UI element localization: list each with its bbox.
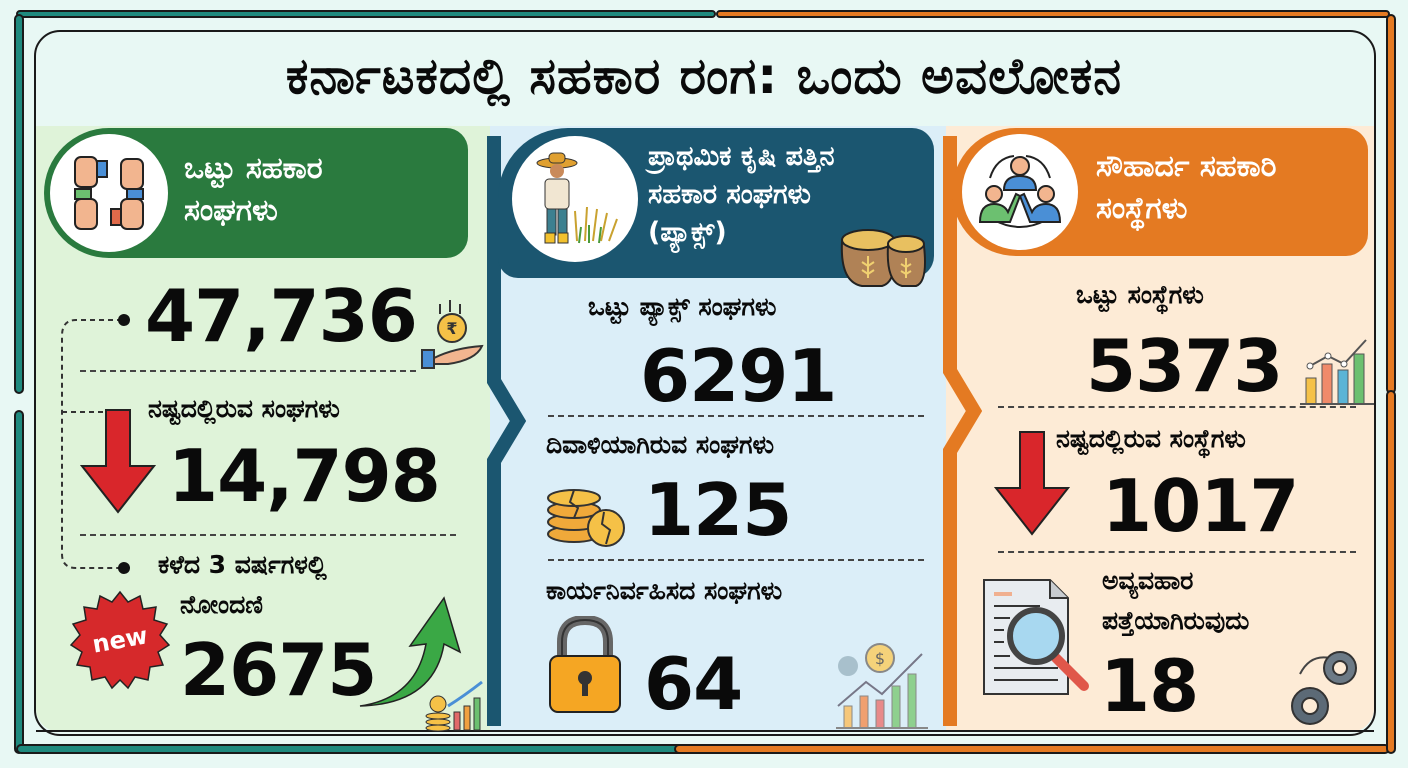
stat-loss-institutions-value: 1017 [1102, 464, 1299, 548]
page-title: ಕರ್ನಾಟಕದಲ್ಲಿ ಸಹಕಾರ ರಂಗ: ಒಂದು ಅವಲೋಕನ [285, 46, 1123, 105]
finance-growth-icon [425, 680, 483, 732]
green-up-arrow-icon [359, 596, 462, 707]
frame-right-lower [1386, 390, 1396, 754]
frame-left-upper [14, 14, 24, 394]
header-line-1: ಪ್ರಾಥಮಿಕ ಕೃಷಿ ಪತ್ತಿನ [648, 141, 835, 172]
stat-total-institutions-label: ಒಟ್ಟು ಸಂಸ್ಥೆಗಳು [1076, 280, 1204, 309]
stat-loss-institutions-label: ನಷ್ಟದಲ್ಲಿರುವ ಸಂಸ್ಥೆಗಳು [1056, 424, 1246, 453]
frame-top-right [716, 10, 1390, 18]
divider [80, 370, 416, 372]
header-line-2: ಸಂಸ್ಥೆಗಳು [1096, 191, 1188, 226]
joined-hands-icon-circle [50, 134, 168, 252]
growth-chart-icon: $ [836, 643, 928, 729]
bar-chart-icon [1300, 339, 1374, 405]
panel-bottom-border [36, 730, 1374, 732]
broken-coins-icon [547, 489, 625, 547]
stat-bankrupt-label: ದಿವಾಳಿಯಾಗಿರುವ ಸಂಘಗಳು [546, 430, 775, 459]
farmer-harvest-icon [536, 152, 618, 244]
rupee-coin-hand-icon: ₹ [421, 300, 484, 369]
stat-fraud-label-2: ಪತ್ತೆಯಾಗಿರುವುದು [1102, 606, 1250, 635]
stat-inactive-label: ಕಾರ್ಯನಿರ್ವಹಿಸದ ಸಂಘಗಳು [546, 576, 783, 605]
stat-fraud-label-1: ಅವ್ಯವಹಾರ [1102, 566, 1194, 595]
stat-total-institutions-value: 5373 [1086, 324, 1283, 408]
team-highfive-icon [978, 155, 1062, 228]
bullet-dot [118, 562, 130, 574]
stat-loss-value: 14,798 [168, 434, 441, 518]
dashed-connector [61, 319, 122, 569]
red-down-arrow-icon [80, 409, 156, 514]
frame-top-left [16, 10, 716, 18]
gears-icon [1291, 651, 1357, 725]
header-line-1: ಸೌಹಾರ್ದ ಸಹಕಾರಿ [1096, 149, 1277, 184]
header-line-3: (ಪ್ಯಾಕ್ಸ್) [648, 217, 727, 248]
svg-text:$: $ [875, 649, 885, 668]
header-souharda: ಸೌಹಾರ್ದ ಸಹಕಾರಿ ಸಂಸ್ಥೆಗಳು [952, 128, 1368, 256]
bullet-dot [118, 314, 130, 326]
stat-bankrupt-value: 125 [644, 468, 792, 552]
stat-total-pacs-value: 6291 [640, 334, 837, 418]
stat-inactive-value: 64 [644, 642, 743, 726]
frame-right-upper [1386, 14, 1396, 394]
stat-registered-label-1: ಕಳೆದ 3 ವರ್ಷಗಳಲ್ಲಿ [158, 550, 327, 579]
stat-registered-label-2: ನೋಂದಣಿ [180, 590, 263, 619]
stat-fraud-value: 18 [1100, 644, 1199, 728]
divider [80, 534, 456, 536]
chevron-divider-blue [487, 136, 526, 726]
header-line-1: ಒಟ್ಟು ಸಹಕಾರ [184, 151, 323, 186]
stat-registered-value: 2675 [180, 628, 377, 712]
header-line-2: ಸಹಕಾರ ಸಂಘಗಳು [648, 179, 811, 210]
divider [998, 551, 1356, 553]
frame-bottom-left [16, 744, 684, 754]
team-icon-circle [962, 134, 1078, 250]
svg-text:₹: ₹ [446, 319, 457, 338]
padlock-icon [549, 616, 621, 713]
document-magnifier-icon [983, 579, 1089, 695]
frame-left-lower [14, 410, 24, 754]
red-down-arrow-icon [994, 431, 1070, 536]
stat-total-pacs-label: ಒಟ್ಟು ಪ್ಯಾಕ್ಸ್ ಸಂಘಗಳು [588, 292, 777, 321]
grain-sacks-icon [840, 229, 926, 287]
divider [548, 559, 924, 561]
header-line-2: ಸಂಘಗಳು [184, 193, 278, 228]
chevron-divider-orange [943, 136, 982, 726]
joined-hands-icon [74, 156, 144, 230]
divider [998, 406, 1356, 408]
header-total-cooperatives: ಒಟ್ಟು ಸಹಕಾರ ಸಂಘಗಳು [44, 128, 468, 258]
divider [548, 415, 924, 417]
stat-loss-label: ನಷ್ಟದಲ್ಲಿರುವ ಸಂಘಗಳು [148, 394, 340, 423]
header-pacs: ಪ್ರಾಥಮಿಕ ಕೃಷಿ ಪತ್ತಿನ ಸಹಕಾರ ಸಂಘಗಳು (ಪ್ಯಾಕ… [498, 128, 934, 287]
frame-bottom-right [674, 744, 1390, 754]
new-badge-icon: new [70, 590, 170, 690]
stat-total-value: 47,736 [145, 274, 418, 358]
farmer-icon-circle [512, 136, 638, 262]
